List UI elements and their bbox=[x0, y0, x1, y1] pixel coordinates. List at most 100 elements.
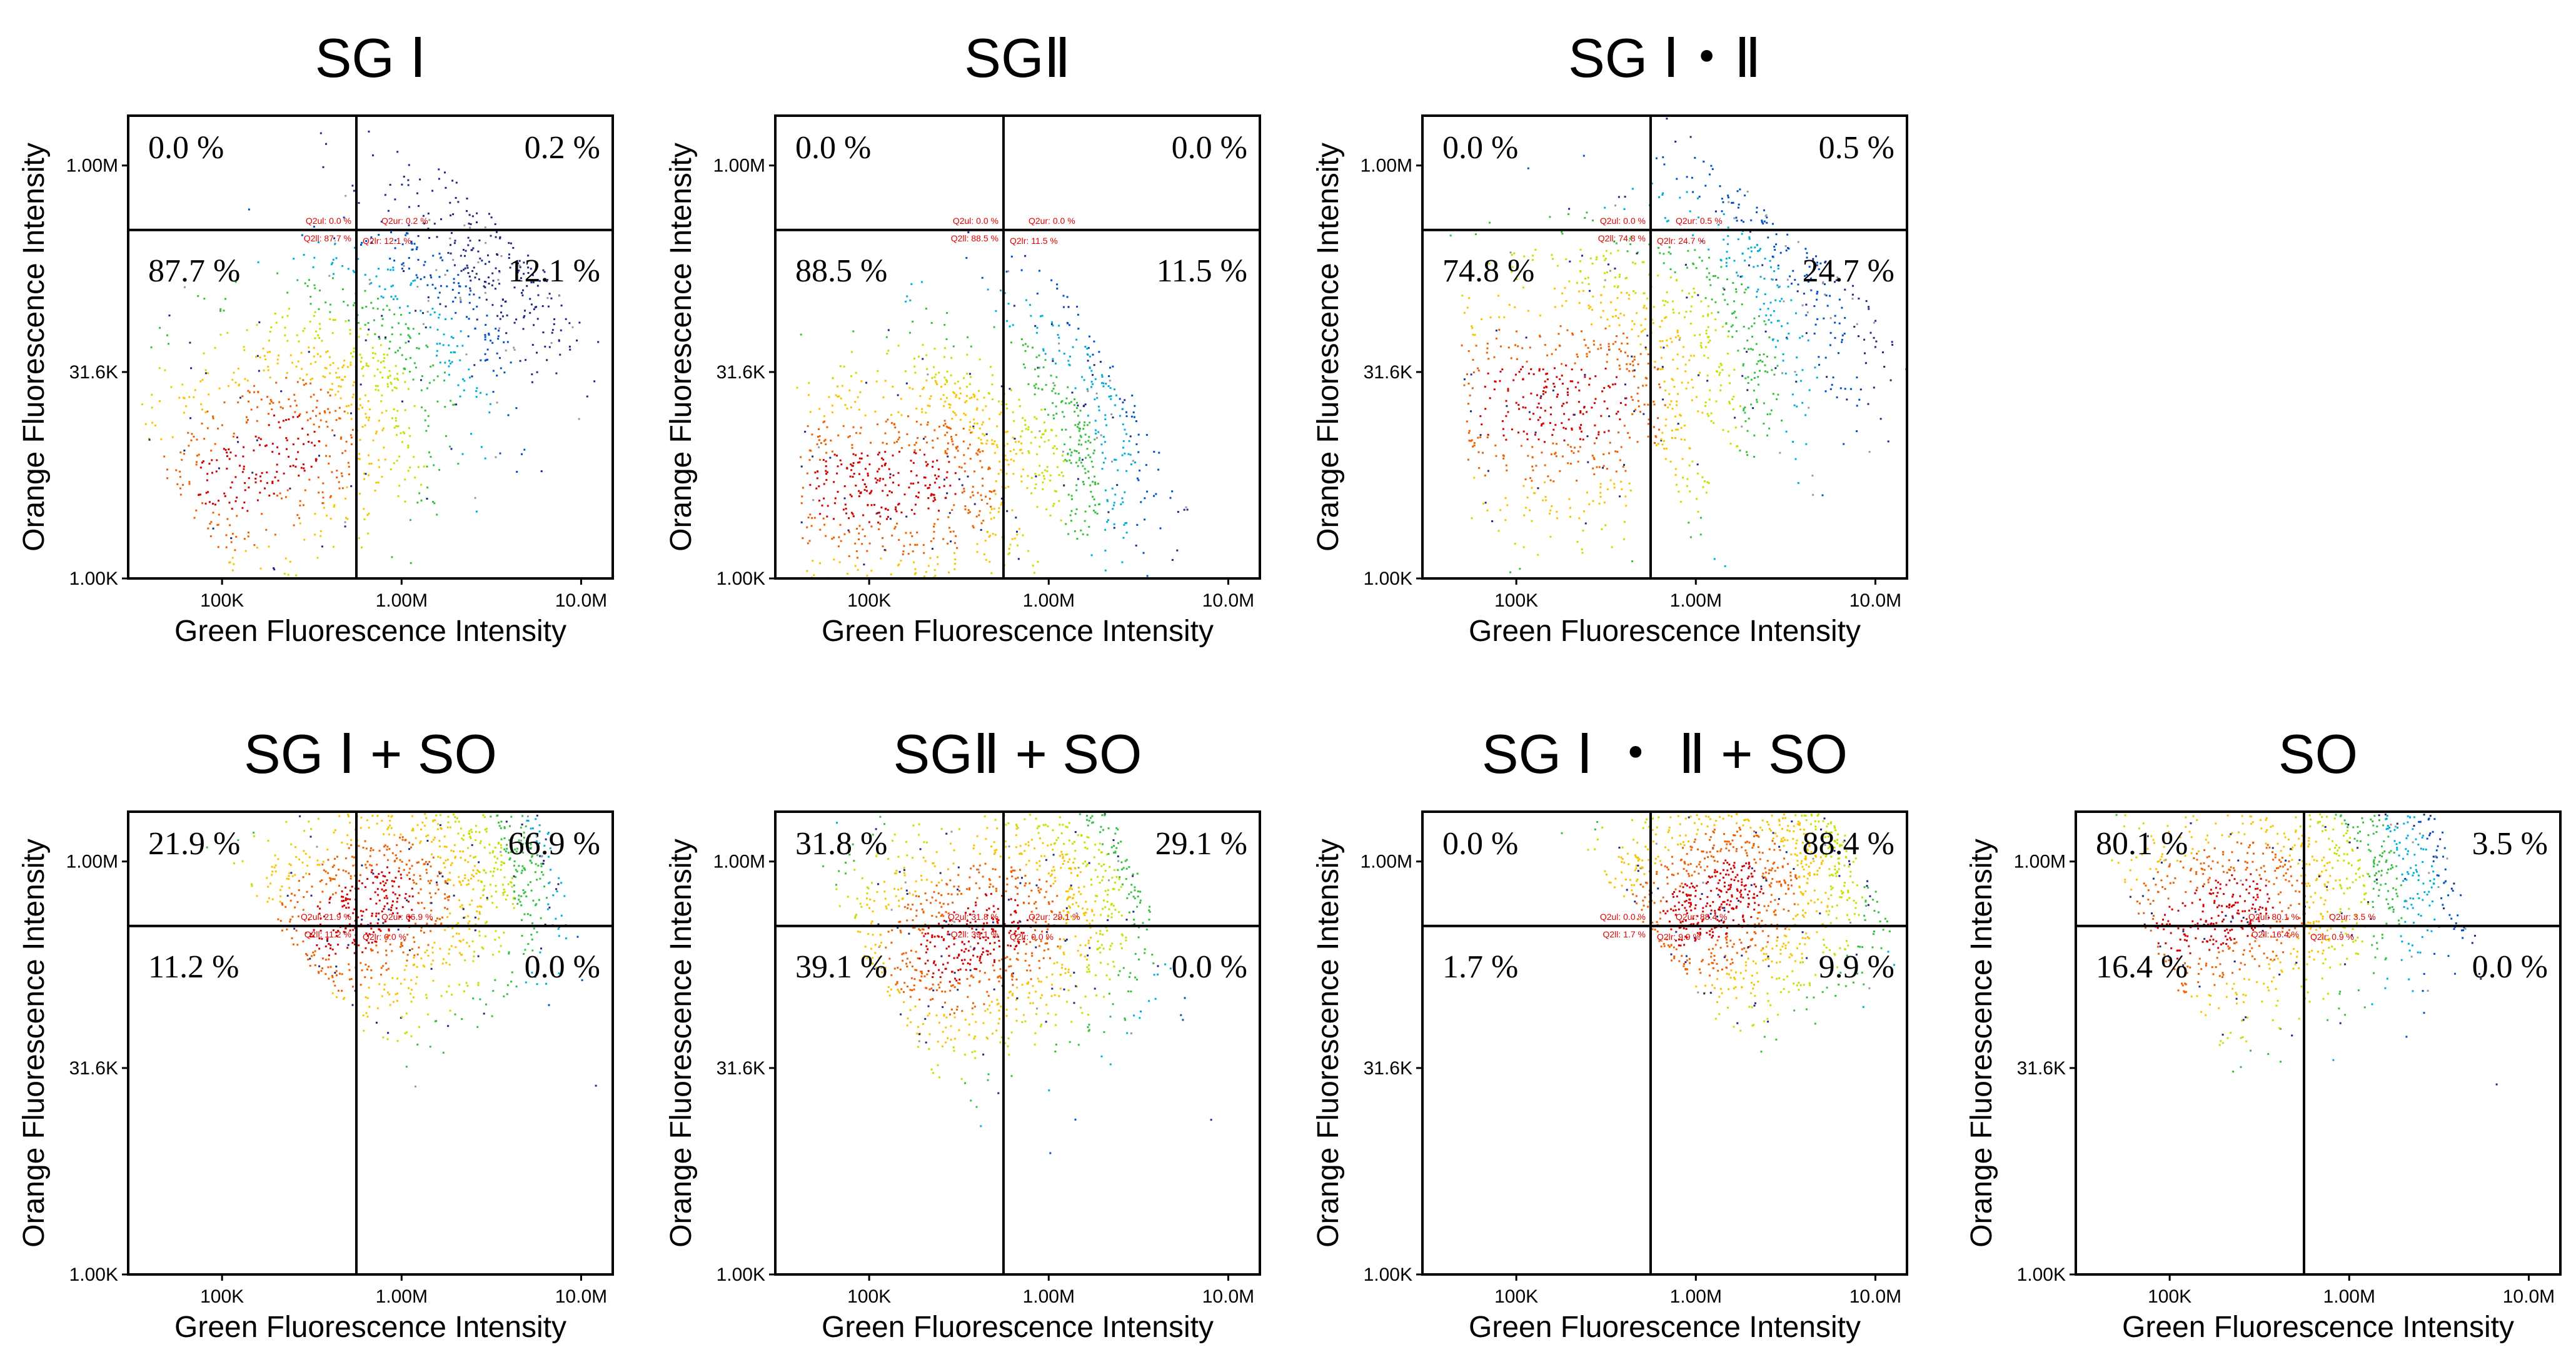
data-point bbox=[335, 970, 338, 972]
data-point bbox=[1098, 351, 1100, 353]
data-point bbox=[1136, 523, 1139, 526]
data-point bbox=[982, 450, 984, 452]
data-point bbox=[395, 295, 397, 298]
data-point bbox=[490, 340, 492, 342]
data-point bbox=[331, 974, 333, 977]
data-point bbox=[396, 460, 398, 462]
data-point bbox=[1814, 323, 1817, 326]
data-point bbox=[522, 289, 524, 291]
data-point bbox=[299, 522, 301, 525]
data-point bbox=[540, 470, 543, 473]
data-point bbox=[319, 132, 322, 134]
data-point bbox=[413, 954, 416, 957]
data-point bbox=[1530, 368, 1532, 370]
data-point bbox=[496, 857, 498, 860]
data-point bbox=[914, 503, 917, 506]
data-point bbox=[560, 329, 562, 331]
data-point bbox=[1769, 260, 1771, 262]
data-point bbox=[1115, 458, 1117, 461]
data-point bbox=[1094, 504, 1096, 507]
data-point bbox=[1633, 323, 1636, 325]
data-point bbox=[464, 859, 466, 862]
data-point bbox=[917, 496, 920, 498]
data-point bbox=[1666, 291, 1668, 293]
data-point bbox=[555, 372, 558, 375]
data-point bbox=[271, 482, 274, 484]
data-point bbox=[1071, 498, 1073, 500]
data-point bbox=[915, 441, 917, 444]
data-point bbox=[1628, 298, 1630, 300]
data-point bbox=[825, 451, 828, 454]
data-point bbox=[465, 353, 468, 356]
data-point bbox=[1070, 454, 1072, 457]
data-point bbox=[1006, 430, 1009, 433]
data-point bbox=[1037, 561, 1039, 563]
data-point bbox=[498, 327, 501, 330]
data-point bbox=[540, 862, 543, 865]
data-point bbox=[1549, 216, 1551, 218]
data-point bbox=[405, 893, 407, 895]
data-point bbox=[993, 517, 995, 519]
data-point bbox=[889, 473, 892, 475]
data-point bbox=[1761, 221, 1763, 223]
data-point bbox=[1776, 398, 1778, 400]
data-point bbox=[1069, 459, 1071, 462]
data-point bbox=[527, 266, 530, 269]
data-point bbox=[373, 319, 375, 321]
data-point bbox=[308, 478, 311, 481]
data-point bbox=[848, 517, 850, 520]
data-point bbox=[542, 874, 545, 876]
data-point bbox=[523, 831, 525, 834]
data-point bbox=[1005, 431, 1007, 433]
data-point bbox=[377, 482, 380, 484]
data-point bbox=[1658, 383, 1661, 386]
data-point bbox=[436, 375, 439, 378]
data-point bbox=[1016, 530, 1018, 533]
data-point bbox=[377, 298, 380, 300]
data-point bbox=[1868, 306, 1870, 308]
data-point bbox=[1824, 356, 1827, 359]
data-point bbox=[1094, 398, 1096, 401]
data-point bbox=[1679, 337, 1681, 339]
data-point bbox=[1750, 378, 1753, 381]
data-point bbox=[505, 349, 507, 351]
data-point bbox=[1145, 464, 1147, 467]
data-point bbox=[969, 383, 971, 385]
data-point bbox=[937, 437, 939, 440]
data-point bbox=[1556, 265, 1559, 267]
data-point bbox=[1058, 325, 1060, 327]
data-point bbox=[385, 882, 387, 884]
data-point bbox=[426, 863, 429, 865]
data-point bbox=[374, 353, 376, 355]
data-point bbox=[310, 828, 312, 830]
data-point bbox=[1750, 403, 1753, 406]
data-point bbox=[833, 537, 835, 539]
data-point bbox=[392, 285, 394, 287]
x-axis-label: Green Fluorescence Intensity bbox=[1469, 615, 1861, 648]
data-point bbox=[1096, 512, 1099, 515]
data-point bbox=[1624, 351, 1626, 354]
data-point bbox=[421, 375, 423, 377]
data-point bbox=[1504, 519, 1507, 522]
data-point bbox=[277, 918, 279, 921]
data-point bbox=[485, 872, 487, 874]
data-point bbox=[318, 308, 320, 310]
data-point bbox=[908, 487, 910, 489]
data-point bbox=[443, 845, 446, 848]
data-point bbox=[1709, 389, 1711, 391]
data-point bbox=[1813, 279, 1814, 281]
data-point bbox=[484, 226, 486, 228]
data-point bbox=[1797, 482, 1799, 484]
data-point bbox=[1856, 430, 1858, 432]
data-point bbox=[525, 895, 528, 897]
data-point bbox=[386, 268, 389, 271]
data-point bbox=[330, 947, 331, 950]
data-point bbox=[311, 378, 314, 380]
data-point bbox=[1767, 308, 1769, 310]
data-point bbox=[1723, 238, 1725, 241]
data-point bbox=[299, 413, 301, 415]
data-point bbox=[201, 408, 203, 411]
data-point bbox=[365, 939, 368, 941]
data-point bbox=[334, 857, 336, 860]
